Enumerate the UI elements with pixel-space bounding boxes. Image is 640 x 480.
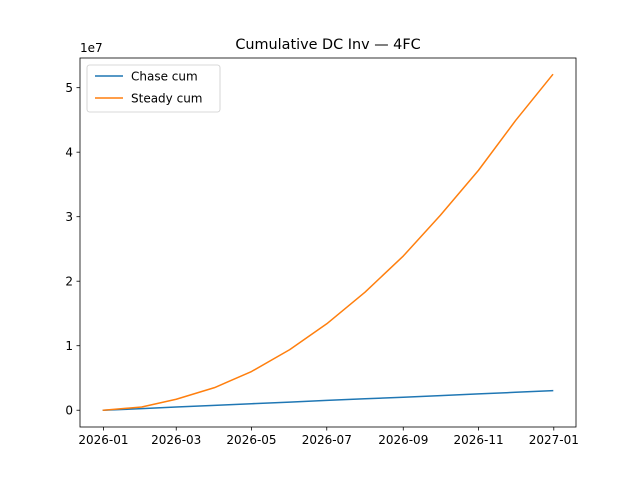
x-tick-label: 2026-03 — [151, 433, 201, 447]
x-tick-label: 2027-01 — [529, 433, 579, 447]
series-line-2 — [102, 73, 554, 412]
x-tick-label: 2026-01 — [78, 433, 128, 447]
y-tick-label: 0 — [65, 404, 73, 418]
y-tick-label: 3 — [65, 210, 73, 224]
x-tick-label: 2026-09 — [378, 433, 428, 447]
legend-label-1: Chase cum — [131, 69, 198, 83]
y-tick-label: 2 — [65, 275, 73, 289]
y-tick-label: 5 — [65, 81, 73, 95]
y-tick-label: 1 — [65, 339, 73, 353]
axes-frame — [79, 57, 577, 428]
x-tick-label: 2026-05 — [226, 433, 276, 447]
y-offset-label: 1e7 — [80, 41, 103, 55]
x-tick-label: 2026-11 — [453, 433, 503, 447]
x-tick-label: 2026-07 — [302, 433, 352, 447]
y-tick-label: 4 — [65, 145, 73, 159]
legend-label-2: Steady cum — [131, 91, 202, 105]
plot-area: 2026-01 2026-03 2026-05 2026-07 2026-09 2026-… — [65, 57, 579, 447]
series-line-1 — [102, 389, 554, 412]
chart-title: Cumulative DC Inv — 4FC — [235, 37, 420, 53]
